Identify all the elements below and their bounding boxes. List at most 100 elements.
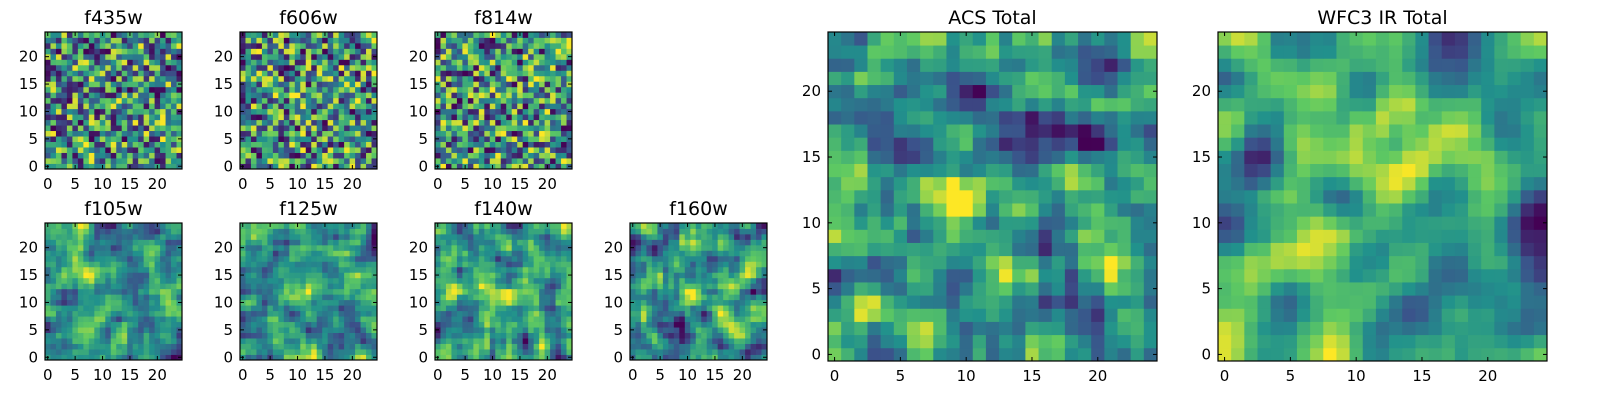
heatmap-cell [478, 321, 485, 328]
x-tick-label: 10 [483, 366, 502, 384]
heatmap-cell [456, 228, 463, 235]
y-tick-label: 20 [19, 239, 38, 257]
heatmap-cell [841, 229, 855, 243]
heatmap-cell [110, 141, 117, 148]
heatmap-cell [138, 283, 145, 290]
heatmap-cell [55, 266, 62, 273]
heatmap-cell [256, 310, 263, 317]
heatmap-cell [77, 37, 84, 44]
heatmap-cell [261, 163, 268, 170]
heatmap-cell [272, 92, 279, 99]
heatmap-cell [1130, 295, 1145, 309]
heatmap-cell [72, 332, 79, 339]
heatmap-cell [366, 92, 372, 99]
heatmap-cell [66, 81, 73, 88]
heatmap-cell [712, 244, 719, 251]
heatmap-cell [972, 229, 987, 243]
heatmap-cell [646, 294, 653, 301]
heatmap-cell [99, 343, 106, 350]
heatmap-cell [105, 86, 112, 93]
heatmap-cell [55, 64, 62, 71]
heatmap-cell [522, 277, 529, 284]
heatmap-cell [154, 103, 161, 110]
heatmap-cell [500, 261, 507, 268]
heatmap-cell [305, 114, 312, 121]
heatmap-cell [132, 152, 139, 159]
heatmap-cell [651, 239, 658, 246]
heatmap-cell [165, 250, 172, 257]
heatmap-cell [440, 283, 447, 290]
heatmap-cell [739, 288, 746, 295]
heatmap-cell [662, 261, 669, 268]
heatmap-cell [94, 343, 101, 350]
heatmap-cell [83, 299, 90, 306]
heatmap-cell [555, 64, 562, 71]
heatmap-cell [171, 141, 177, 148]
heatmap-cell [495, 136, 502, 142]
heatmap-cell [739, 228, 746, 235]
heatmap-cell [750, 338, 757, 344]
heatmap-cell [154, 277, 161, 284]
heatmap-cell [566, 32, 573, 38]
heatmap-cell [366, 233, 372, 240]
heatmap-cell [723, 310, 730, 317]
heatmap-cell [316, 332, 323, 339]
heatmap-cell [305, 130, 312, 137]
heatmap-cell [539, 354, 545, 361]
heatmap-cell [435, 233, 441, 240]
heatmap-cell [66, 147, 73, 153]
heatmap-cell [77, 327, 84, 333]
heatmap-cell [723, 327, 730, 333]
heatmap-cell [640, 321, 647, 328]
heatmap-cell [500, 299, 507, 306]
heatmap-cell [50, 272, 57, 279]
heatmap-cell [528, 228, 535, 235]
heatmap-cell [371, 59, 378, 66]
heatmap-cell [533, 75, 540, 82]
heatmap-cell [61, 250, 68, 257]
heatmap-cell [555, 310, 562, 317]
heatmap-cell [116, 147, 123, 153]
heatmap-cell [261, 299, 268, 306]
heatmap-cell [723, 316, 730, 323]
heatmap-cell [1064, 321, 1079, 336]
heatmap-cell [250, 136, 257, 142]
heatmap-cell [1064, 203, 1079, 217]
heatmap-cell [1117, 216, 1132, 230]
heatmap-cell [517, 70, 524, 77]
heatmap-cell [261, 92, 268, 99]
heatmap-cell [105, 97, 112, 104]
heatmap-cell [533, 354, 540, 361]
heatmap-cell [972, 150, 987, 164]
heatmap-cell [160, 332, 166, 339]
heatmap-cell [110, 283, 117, 290]
heatmap-cell [278, 266, 285, 273]
heatmap-cell [489, 147, 496, 153]
heatmap-cell [657, 305, 664, 312]
heatmap-cell [333, 321, 340, 328]
heatmap-cell [50, 75, 57, 82]
heatmap-cell [121, 305, 128, 312]
heatmap-cell [294, 141, 301, 148]
heatmap-cell [506, 250, 513, 257]
heatmap-cell [435, 261, 441, 268]
heatmap-cell [289, 223, 296, 229]
heatmap-cell [511, 59, 518, 66]
heatmap-cell [267, 277, 274, 284]
heatmap-cell [176, 277, 183, 284]
heatmap-cell [440, 354, 447, 361]
heatmap-cell [143, 272, 150, 279]
heatmap-cell [1038, 295, 1053, 309]
heatmap-cell [467, 354, 474, 361]
heatmap-cell [646, 343, 653, 350]
heatmap-cell [55, 332, 62, 339]
heatmap-cell [289, 283, 296, 290]
heatmap-cell [456, 86, 463, 93]
heatmap-cell [261, 130, 268, 137]
heatmap-cell [561, 163, 567, 170]
heatmap-cell [867, 347, 882, 362]
heatmap-cell [116, 130, 123, 137]
heatmap-cell [121, 250, 128, 257]
heatmap-cell [478, 343, 485, 350]
heatmap-cell [462, 338, 469, 344]
